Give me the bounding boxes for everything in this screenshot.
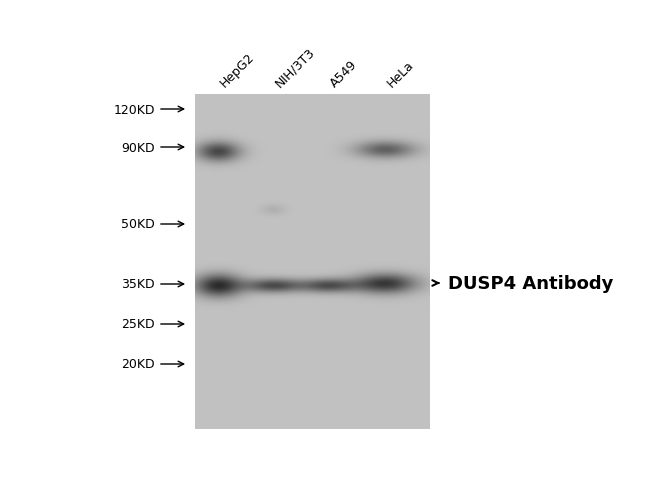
Text: 120KD: 120KD (114, 103, 155, 116)
Text: 35KD: 35KD (122, 278, 155, 291)
Text: 20KD: 20KD (122, 358, 155, 371)
Text: HeLa: HeLa (385, 58, 417, 90)
Text: HepG2: HepG2 (218, 51, 257, 90)
Text: 50KD: 50KD (122, 218, 155, 231)
Text: A549: A549 (328, 58, 360, 90)
Text: 25KD: 25KD (122, 318, 155, 331)
Text: DUSP4 Antibody: DUSP4 Antibody (448, 274, 614, 292)
Text: NIH/3T3: NIH/3T3 (273, 45, 318, 90)
Text: 90KD: 90KD (122, 141, 155, 154)
